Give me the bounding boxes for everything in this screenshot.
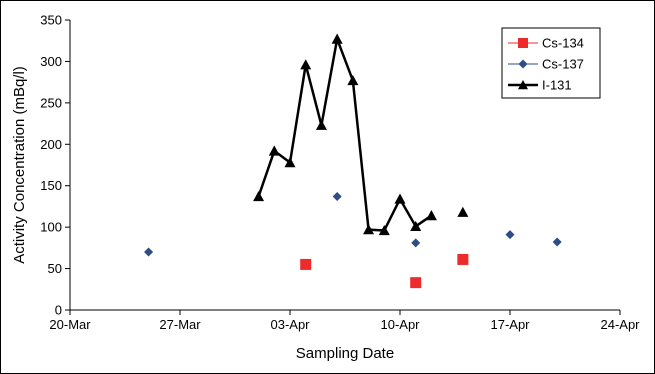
x-tick-label: 27-Mar	[159, 317, 201, 332]
legend-label-i-131: I-131	[542, 78, 572, 93]
legend-marker-cs-134	[518, 38, 528, 48]
legend-label-cs-137: Cs-137	[542, 57, 584, 72]
x-tick-label: 03-Apr	[270, 317, 310, 332]
legend-marker-i-131	[518, 80, 528, 90]
data-point-i-131	[378, 224, 390, 236]
plot-area	[144, 33, 562, 289]
data-point-i-131	[284, 157, 296, 168]
y-axis-title: Activity Concentration (mBq/l)	[11, 66, 28, 264]
y-tick-label: 150	[40, 178, 62, 193]
legend-marker-cs-137	[518, 59, 528, 69]
series-cs-134	[300, 253, 469, 289]
data-point-cs-134	[457, 253, 469, 265]
data-point-i-131	[363, 224, 375, 235]
data-point-cs-137	[505, 230, 515, 240]
data-point-i-131	[253, 190, 265, 202]
series-cs-137	[144, 191, 562, 257]
x-tick-label: 17-Apr	[490, 317, 530, 332]
y-tick-label: 350	[40, 13, 62, 28]
series-line-i-131	[257, 34, 433, 232]
data-point-i-131	[300, 59, 312, 70]
data-point-cs-134	[300, 258, 312, 270]
data-point-cs-137	[552, 237, 562, 247]
legend-label-cs-134: Cs-134	[542, 36, 584, 51]
data-point-i-131	[425, 210, 437, 221]
legend: Cs-134 Cs-137 I-131	[501, 27, 601, 99]
data-point-i-131	[315, 119, 327, 130]
data-point-cs-137	[144, 247, 154, 257]
axes: 0 50 100 150 200 250 300 350 20-Mar 27-Mar 03-Apr 1…	[40, 13, 640, 333]
y-tick-label: 200	[40, 137, 62, 152]
y-tick-label: 0	[55, 303, 62, 318]
x-tick-label: 20-Mar	[49, 317, 91, 332]
y-tick-label: 100	[40, 220, 62, 235]
x-tick-label: 24-Apr	[600, 317, 640, 332]
y-tick-label: 250	[40, 95, 62, 110]
data-point-i-131	[394, 193, 406, 204]
data-point-cs-137	[332, 191, 342, 201]
data-point-cs-137	[411, 238, 421, 248]
data-point-i-131	[268, 145, 280, 156]
y-tick-label: 300	[40, 54, 62, 69]
x-axis-title: Sampling Date	[296, 345, 394, 362]
data-point-i-131	[410, 220, 422, 231]
y-tick-label: 50	[48, 261, 62, 276]
data-point-i-131	[347, 74, 359, 86]
data-point-cs-134	[410, 277, 422, 289]
x-tick-label: 10-Apr	[380, 317, 420, 332]
data-point-i-131	[331, 33, 343, 44]
series-i-131	[253, 33, 469, 236]
data-point-i-131	[457, 206, 469, 217]
